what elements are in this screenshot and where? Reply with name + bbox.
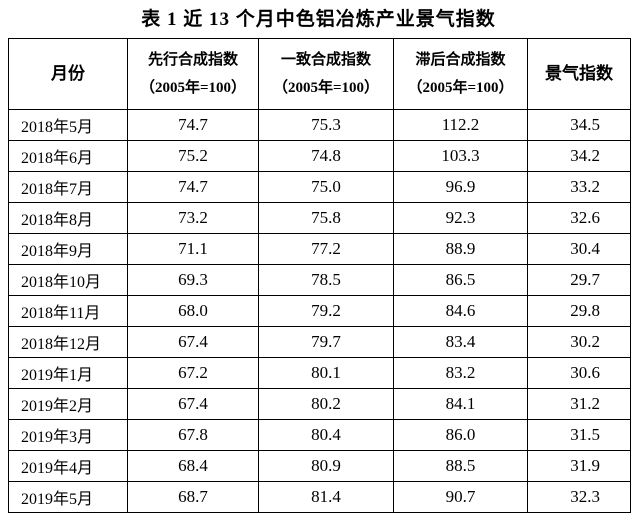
month-cell: 2019年3月 bbox=[8, 419, 128, 451]
value-cell: 83.2 bbox=[393, 357, 528, 389]
value-cell: 86.5 bbox=[393, 264, 528, 296]
table-row: 2018年5月 74.7 75.3 112.2 34.5 bbox=[8, 109, 631, 141]
value-cell: 81.4 bbox=[258, 481, 394, 513]
table-row: 2018年12月 67.4 79.7 83.4 30.2 bbox=[8, 326, 631, 358]
value-cell: 84.6 bbox=[393, 295, 528, 327]
value-cell: 32.3 bbox=[527, 481, 631, 513]
value-cell: 30.6 bbox=[527, 357, 631, 389]
value-cell: 75.8 bbox=[258, 202, 394, 234]
month-cell: 2018年12月 bbox=[8, 326, 128, 358]
value-cell: 29.7 bbox=[527, 264, 631, 296]
value-cell: 31.9 bbox=[527, 450, 631, 482]
month-cell: 2018年8月 bbox=[8, 202, 128, 234]
value-cell: 90.7 bbox=[393, 481, 528, 513]
month-cell: 2018年9月 bbox=[8, 233, 128, 265]
value-cell: 34.2 bbox=[527, 140, 631, 172]
value-cell: 68.7 bbox=[127, 481, 259, 513]
header-label: 滞后合成指数 bbox=[415, 52, 506, 68]
value-cell: 33.2 bbox=[527, 171, 631, 203]
value-cell: 31.2 bbox=[527, 388, 631, 420]
table-row: 2019年5月 68.7 81.4 90.7 32.3 bbox=[8, 481, 631, 513]
value-cell: 83.4 bbox=[393, 326, 528, 358]
header-sub: （2005年=100） bbox=[139, 80, 247, 96]
table-row: 2018年6月 75.2 74.8 103.3 34.2 bbox=[8, 140, 631, 172]
value-cell: 86.0 bbox=[393, 419, 528, 451]
value-cell: 68.4 bbox=[127, 450, 259, 482]
value-cell: 88.9 bbox=[393, 233, 528, 265]
value-cell: 96.9 bbox=[393, 171, 528, 203]
table-row: 2019年1月 67.2 80.1 83.2 30.6 bbox=[8, 357, 631, 389]
value-cell: 74.7 bbox=[127, 171, 259, 203]
header-label: 一致合成指数 bbox=[280, 52, 371, 68]
month-cell: 2019年4月 bbox=[8, 450, 128, 482]
value-cell: 79.7 bbox=[258, 326, 394, 358]
header-cell: 景气指数 bbox=[527, 38, 631, 110]
table-row: 2019年4月 68.4 80.9 88.5 31.9 bbox=[8, 450, 631, 482]
value-cell: 75.2 bbox=[127, 140, 259, 172]
month-cell: 2018年7月 bbox=[8, 171, 128, 203]
value-cell: 78.5 bbox=[258, 264, 394, 296]
value-cell: 69.3 bbox=[127, 264, 259, 296]
header-cell: 先行合成指数 （2005年=100） bbox=[127, 38, 259, 110]
value-cell: 75.3 bbox=[258, 109, 394, 141]
table-row: 2019年3月 67.8 80.4 86.0 31.5 bbox=[8, 419, 631, 451]
header-cell: 一致合成指数 （2005年=100） bbox=[258, 38, 394, 110]
month-cell: 2018年10月 bbox=[8, 264, 128, 296]
value-cell: 71.1 bbox=[127, 233, 259, 265]
table-row: 2018年11月 68.0 79.2 84.6 29.8 bbox=[8, 295, 631, 327]
value-cell: 30.4 bbox=[527, 233, 631, 265]
value-cell: 67.4 bbox=[127, 326, 259, 358]
header-row: 月份 先行合成指数 （2005年=100） 一致合成指数 （2005年=100） 滞后合成… bbox=[8, 38, 631, 110]
month-cell: 2019年5月 bbox=[8, 481, 128, 513]
value-cell: 67.8 bbox=[127, 419, 259, 451]
value-cell: 32.6 bbox=[527, 202, 631, 234]
header-label: 景气指数 bbox=[545, 64, 613, 83]
value-cell: 29.8 bbox=[527, 295, 631, 327]
value-cell: 84.1 bbox=[393, 388, 528, 420]
header-label: 月份 bbox=[51, 64, 85, 83]
value-cell: 112.2 bbox=[393, 109, 528, 141]
header-sub: （2005年=100） bbox=[272, 80, 380, 96]
value-cell: 30.2 bbox=[527, 326, 631, 358]
value-cell: 68.0 bbox=[127, 295, 259, 327]
table-row: 2018年7月 74.7 75.0 96.9 33.2 bbox=[8, 171, 631, 203]
value-cell: 67.4 bbox=[127, 388, 259, 420]
table-row: 2018年9月 71.1 77.2 88.9 30.4 bbox=[8, 233, 631, 265]
value-cell: 80.4 bbox=[258, 419, 394, 451]
table-row: 2018年8月 73.2 75.8 92.3 32.6 bbox=[8, 202, 631, 234]
header-sub: （2005年=100） bbox=[407, 80, 514, 96]
value-cell: 73.2 bbox=[127, 202, 259, 234]
table-row: 2019年2月 67.4 80.2 84.1 31.2 bbox=[8, 388, 631, 420]
month-cell: 2018年11月 bbox=[8, 295, 128, 327]
month-cell: 2018年6月 bbox=[8, 140, 128, 172]
data-table: 月份 先行合成指数 （2005年=100） 一致合成指数 （2005年=100） 滞后合成… bbox=[8, 38, 631, 513]
value-cell: 103.3 bbox=[393, 140, 528, 172]
month-cell: 2019年1月 bbox=[8, 357, 128, 389]
value-cell: 80.2 bbox=[258, 388, 394, 420]
value-cell: 31.5 bbox=[527, 419, 631, 451]
table-row: 2018年10月 69.3 78.5 86.5 29.7 bbox=[8, 264, 631, 296]
value-cell: 79.2 bbox=[258, 295, 394, 327]
month-cell: 2019年2月 bbox=[8, 388, 128, 420]
value-cell: 92.3 bbox=[393, 202, 528, 234]
header-label: 先行合成指数 bbox=[147, 52, 238, 68]
value-cell: 34.5 bbox=[527, 109, 631, 141]
table-title: 表 1 近 13 个月中色铝冶炼产业景气指数 bbox=[141, 9, 496, 30]
header-cell: 月份 bbox=[8, 38, 128, 110]
value-cell: 80.1 bbox=[258, 357, 394, 389]
value-cell: 74.7 bbox=[127, 109, 259, 141]
value-cell: 80.9 bbox=[258, 450, 394, 482]
month-cell: 2018年5月 bbox=[8, 109, 128, 141]
table-body: 2018年5月 74.7 75.3 112.2 34.5 2018年6月 75.2 74.8 1… bbox=[8, 109, 631, 513]
value-cell: 88.5 bbox=[393, 450, 528, 482]
value-cell: 77.2 bbox=[258, 233, 394, 265]
value-cell: 67.2 bbox=[127, 357, 259, 389]
value-cell: 75.0 bbox=[258, 171, 394, 203]
value-cell: 74.8 bbox=[258, 140, 394, 172]
header-cell: 滞后合成指数 （2005年=100） bbox=[393, 38, 528, 110]
